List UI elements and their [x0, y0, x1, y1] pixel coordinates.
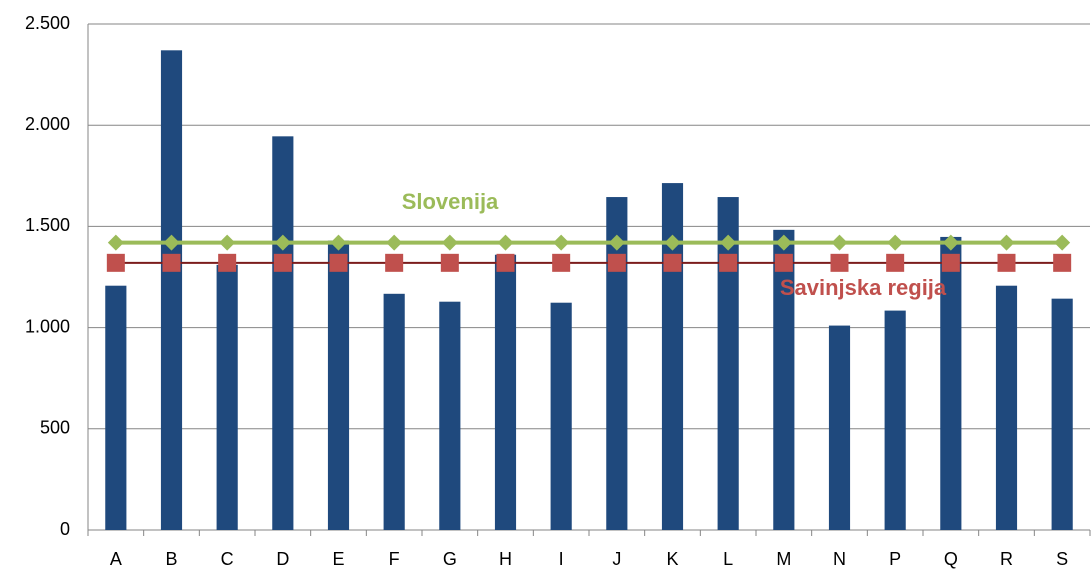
x-tick-label: J: [612, 549, 621, 569]
marker: [775, 234, 792, 251]
series-label: Slovenija: [402, 189, 499, 214]
x-tick-label: C: [221, 549, 234, 569]
marker: [664, 234, 681, 251]
x-tick-label: R: [1000, 549, 1013, 569]
bar: [272, 136, 294, 530]
x-tick-label: S: [1056, 549, 1068, 569]
x-tick-label: N: [833, 549, 846, 569]
bar: [160, 50, 183, 530]
x-tick-label: D: [276, 549, 289, 569]
marker: [330, 234, 347, 251]
marker: [440, 253, 459, 272]
x-tick-label: H: [499, 549, 512, 569]
bar: [940, 236, 962, 530]
bar: [884, 310, 906, 530]
marker: [163, 234, 180, 251]
x-tick-label: P: [889, 549, 901, 569]
x-tick-label: I: [559, 549, 564, 569]
x-tick-label: A: [110, 549, 122, 569]
marker: [941, 253, 960, 272]
y-tick-label: 1.500: [25, 215, 70, 235]
y-tick-label: 2.500: [25, 13, 70, 33]
y-tick-label: 0: [60, 519, 70, 539]
x-tick-label: Q: [944, 549, 958, 569]
bar: [717, 197, 739, 530]
bar: [606, 197, 628, 530]
marker: [607, 253, 626, 272]
marker: [162, 253, 181, 272]
bar: [550, 302, 572, 530]
x-tick-label: E: [332, 549, 344, 569]
bar: [105, 285, 127, 530]
bar: [773, 229, 795, 530]
y-tick-label: 1.000: [25, 316, 70, 336]
marker: [831, 234, 848, 251]
marker: [329, 253, 348, 272]
marker: [720, 234, 737, 251]
x-tick-label: M: [776, 549, 791, 569]
marker: [887, 234, 904, 251]
marker: [553, 234, 570, 251]
y-tick-label: 2.000: [25, 114, 70, 134]
bar: [1051, 298, 1073, 530]
x-tick-label: L: [723, 549, 733, 569]
marker: [719, 253, 738, 272]
marker: [997, 253, 1016, 272]
marker: [441, 234, 458, 251]
marker: [273, 253, 292, 272]
marker: [886, 253, 905, 272]
x-tick-label: B: [165, 549, 177, 569]
marker: [219, 234, 236, 251]
marker: [106, 253, 125, 272]
bar: [439, 301, 461, 530]
marker: [608, 234, 625, 251]
series-label: Savinjska regija: [780, 275, 947, 300]
marker: [496, 253, 515, 272]
marker: [552, 253, 571, 272]
bar: [828, 325, 851, 530]
marker: [385, 253, 404, 272]
marker: [1054, 234, 1071, 251]
x-tick-label: G: [443, 549, 457, 569]
marker: [274, 234, 291, 251]
marker: [774, 253, 793, 272]
bar: [216, 264, 238, 530]
marker: [107, 234, 124, 251]
marker: [830, 253, 849, 272]
bar: [494, 254, 517, 530]
bar: [995, 285, 1018, 530]
marker: [218, 253, 237, 272]
marker: [497, 234, 514, 251]
bar: [327, 240, 350, 530]
marker: [663, 253, 682, 272]
marker: [998, 234, 1015, 251]
marker: [1053, 253, 1072, 272]
marker: [942, 234, 959, 251]
y-tick-label: 500: [40, 418, 70, 438]
x-tick-label: K: [666, 549, 678, 569]
marker: [386, 234, 403, 251]
bar: [383, 293, 405, 530]
x-tick-label: F: [389, 549, 400, 569]
